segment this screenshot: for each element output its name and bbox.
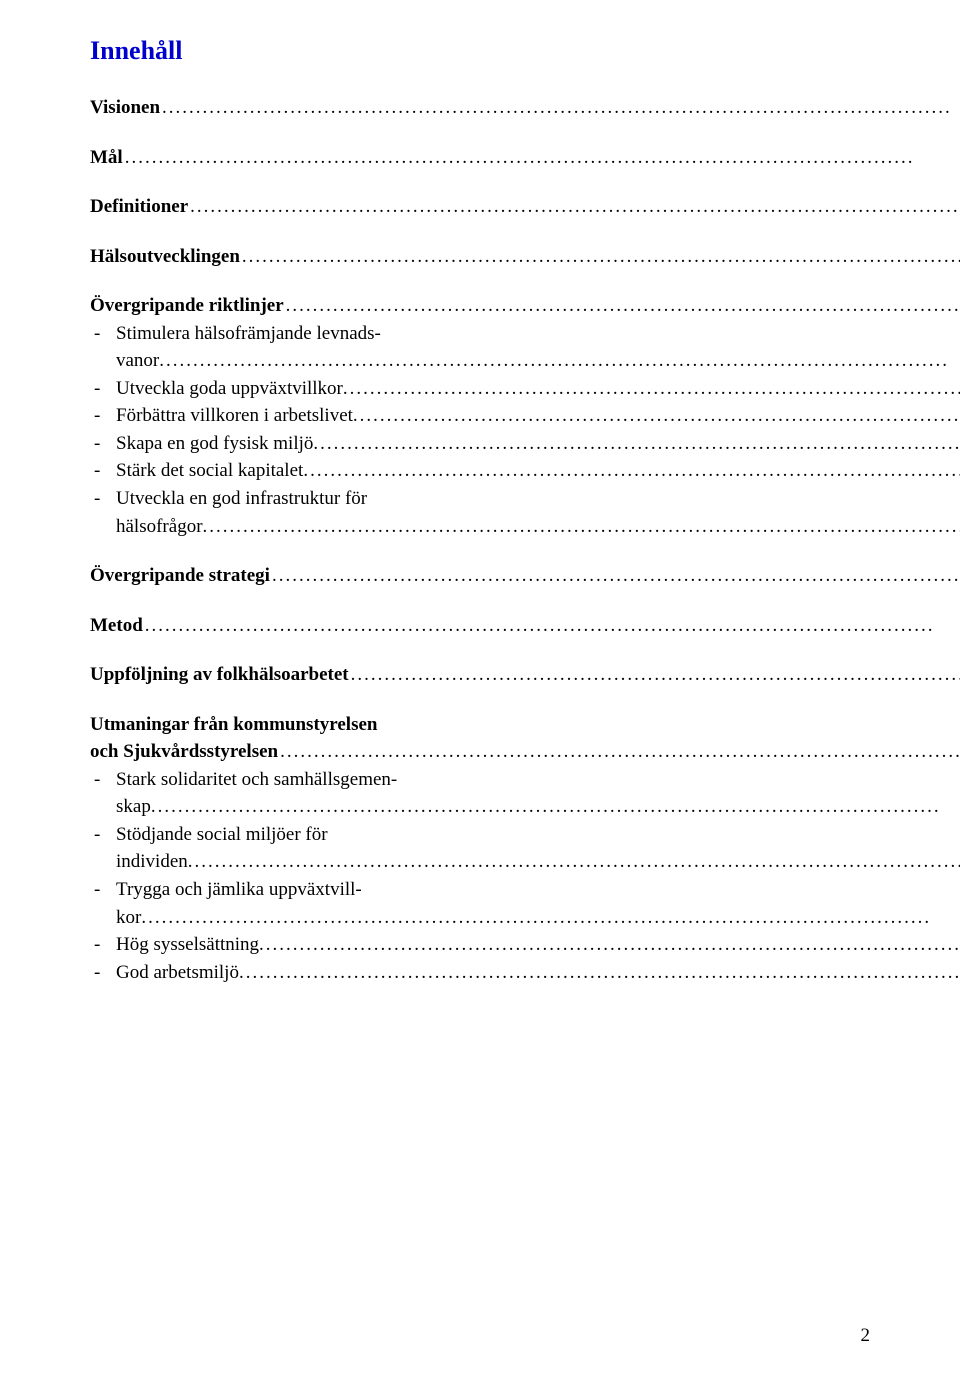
dash-icon: - [90,876,116,904]
toc-entry-uppfoljning: Uppföljning av folkhälsoarbetet 7 [90,661,960,689]
dash-icon: - [90,959,116,987]
toc-subentry: - Förbättra villkoren i arbetslivet 6 [90,402,960,430]
toc-label: Mål [90,147,125,168]
toc-sub-label: Stärk det social kapitalet [116,460,303,481]
toc-subentry: - Utveckla goda uppväxtvillkor 5 [90,375,960,403]
toc-subentry: - Utveckla en god infrastruktur för häls… [90,485,960,540]
toc-sub-label: hälsofrågor [116,516,203,537]
toc-label: Övergripande strategi [90,565,272,586]
toc-subentry: - God arbetsmiljö 10 [90,959,960,987]
dash-icon: - [90,931,116,959]
toc-subentry: - Stimulera hälsofrämjande levnads- vano… [90,320,960,375]
page-heading: Innehåll [90,36,870,66]
toc-label: och Sjukvårdsstyrelsen [90,741,280,762]
toc-label: Visionen [90,97,162,118]
toc-entry-riktlinjer: Övergripande riktlinjer 5 [90,292,960,320]
toc-label: Definitioner [90,196,190,217]
toc-sub-label: Utveckla goda uppväxtvillkor [116,378,343,399]
dash-icon: - [90,821,116,849]
toc-sub-label: Stimulera hälsofrämjande levnads- [116,320,960,348]
toc-entry-halsoutvecklingen: Hälsoutvecklingen 4 [90,243,960,271]
toc-label: Utmaningar från kommunstyrelsen [90,711,960,739]
toc-label: Metod [90,615,145,636]
toc-subentry: - Stark solidaritet och samhällsgemen- s… [90,766,960,821]
dash-icon: - [90,485,116,513]
dash-icon: - [90,457,116,485]
toc-sub-label: Hög sysselsättning [116,934,259,955]
toc-entry-visionen: Visionen 3 [90,94,960,122]
toc-sub-label: God arbetsmiljö [116,962,239,983]
toc-label: Hälsoutvecklingen [90,246,242,267]
page: Innehåll Visionen 3 Mål 3 Definitioner 3… [0,0,960,1373]
toc-columns: Visionen 3 Mål 3 Definitioner 3 Hälsoutv… [90,94,870,986]
toc-sub-label: Trygga och jämlika uppväxtvill- [116,876,960,904]
dash-icon: - [90,375,116,403]
toc-subentry: - Trygga och jämlika uppväxtvill- kor 9 [90,876,960,931]
dash-icon: - [90,766,116,794]
dash-icon: - [90,402,116,430]
toc-entry-metod: Metod 7 [90,612,960,640]
toc-subentry: - Hög sysselsättning 9 [90,931,960,959]
dash-icon: - [90,430,116,458]
toc-sub-label: Utveckla en god infrastruktur för [116,485,960,513]
toc-subentry: - Stödjande social miljöer för individen… [90,821,960,876]
toc-sub-label: skap [116,796,151,817]
toc-sub-label: Stark solidaritet och samhällsgemen- [116,766,960,794]
toc-entry-mal: Mål 3 [90,144,960,172]
toc-entry-utmaningar: Utmaningar från kommunstyrelsen och Sjuk… [90,711,960,766]
toc-sub-label: Förbättra villkoren i arbetslivet [116,405,353,426]
toc-entry-strategi: Övergripande strategi 7 [90,562,960,590]
toc-sub-label: Skapa en god fysisk miljö [116,433,313,454]
toc-label: Uppföljning av folkhälsoarbetet [90,664,351,685]
toc-subentry: - Skapa en god fysisk miljö 6 [90,430,960,458]
toc-sub-label: kor [116,907,141,928]
toc-subentry: - Stärk det social kapitalet 6 [90,457,960,485]
page-number: 2 [861,1325,871,1347]
toc-label: Övergripande riktlinjer [90,295,286,316]
toc-sub-label: vanor [116,350,159,371]
left-column: Visionen 3 Mål 3 Definitioner 3 Hälsoutv… [90,94,960,986]
toc-entry-definitioner: Definitioner 3 [90,193,960,221]
dash-icon: - [90,320,116,348]
toc-sub-label: individen [116,851,188,872]
toc-sub-label: Stödjande social miljöer för [116,821,960,849]
